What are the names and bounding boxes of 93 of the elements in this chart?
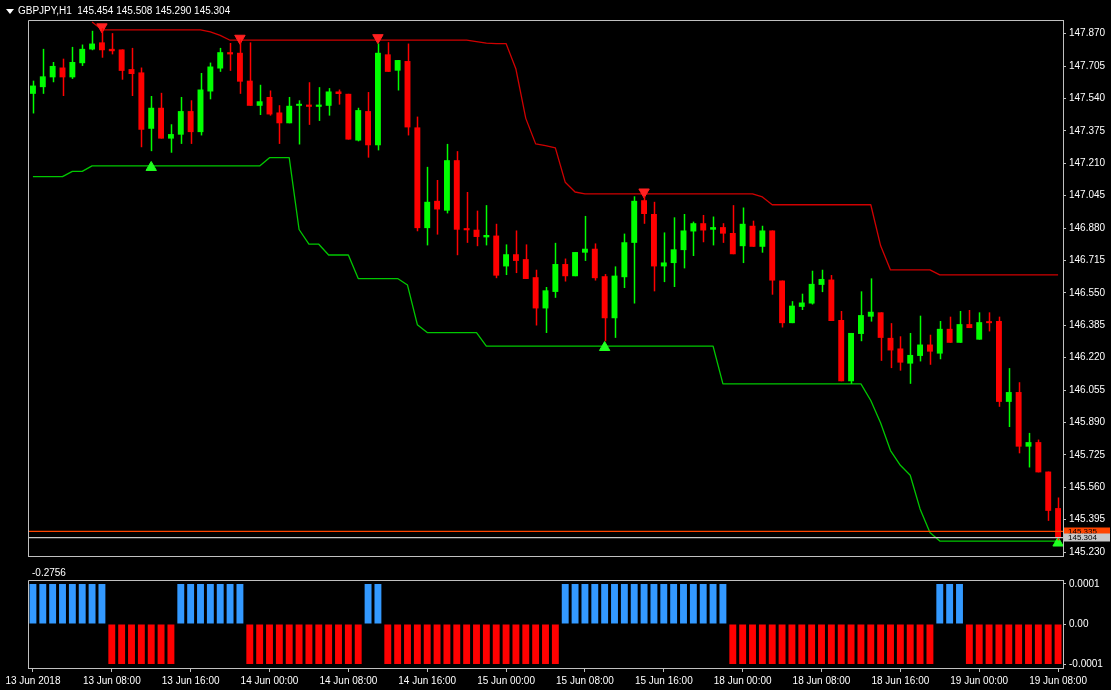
candlestick	[148, 95, 155, 152]
y-tick-label: 145.560	[1069, 481, 1106, 493]
candlestick	[897, 335, 904, 372]
x-tick-label: 18 Jun 00:00	[713, 674, 772, 686]
candlestick	[581, 215, 588, 262]
candlestick	[69, 46, 76, 80]
candlestick	[394, 59, 401, 92]
candlestick	[926, 333, 933, 366]
x-tick-label: 15 Jun 16:00	[634, 674, 694, 686]
candlestick	[808, 269, 815, 306]
candlestick	[857, 290, 864, 342]
x-tick-label: 19 Jun 08:00	[1029, 674, 1088, 686]
point	[638, 188, 650, 199]
candlestick	[641, 195, 648, 225]
candlestick	[1005, 367, 1012, 428]
ref-line-label: 145.335	[1068, 526, 1098, 536]
candlestick	[29, 79, 36, 115]
candlestick	[710, 215, 717, 247]
candlestick	[325, 87, 332, 117]
candlestick	[986, 311, 993, 333]
candlestick	[562, 257, 569, 283]
y-tick-label: 146.550	[1069, 286, 1106, 298]
candlestick	[759, 225, 766, 254]
candlestick	[690, 220, 697, 257]
chart-title: GBPJPY,H1 145.454 145.508 145.290 145.304	[18, 4, 231, 16]
candlestick	[187, 99, 194, 145]
y-tick-label: 146.220	[1069, 351, 1106, 363]
candlestick	[976, 311, 983, 341]
x-tick-label: 13 Jun 16:00	[161, 674, 220, 686]
candlestick	[719, 222, 726, 244]
point	[96, 23, 108, 34]
candlestick	[1025, 432, 1032, 469]
x-tick-label: 13 Jun 2018	[5, 674, 61, 686]
candlestick	[670, 216, 677, 288]
candlestick	[177, 96, 184, 145]
candlestick	[286, 96, 293, 125]
y-tick-label: 147.870	[1069, 27, 1106, 39]
point	[598, 340, 611, 351]
candlestick	[98, 27, 105, 59]
candlestick	[118, 48, 125, 81]
y-tick-label: 147.210	[1069, 157, 1106, 169]
candlestick	[729, 204, 736, 255]
y-tick-label: 145.890	[1069, 416, 1106, 428]
candlestick	[512, 229, 519, 274]
candlestick	[305, 81, 312, 126]
candlestick	[227, 42, 234, 72]
x-tick-label: 14 Jun 08:00	[319, 674, 378, 686]
y-tick-label: 0.00	[1069, 617, 1089, 629]
candlestick	[217, 47, 224, 73]
y-tick-label: 147.375	[1069, 124, 1106, 136]
x-tick-label: 18 Jun 16:00	[871, 674, 930, 686]
candlestick	[49, 61, 56, 83]
y-tick-label: 146.880	[1069, 221, 1106, 233]
y-tick-label: 145.395	[1069, 513, 1106, 525]
candlestick	[503, 243, 510, 276]
candlestick	[276, 104, 283, 145]
candlestick	[296, 99, 303, 146]
candlestick	[867, 277, 874, 323]
chart-title: -0.2756	[32, 566, 67, 578]
candlestick	[167, 123, 174, 154]
candlestick	[256, 84, 263, 116]
y-tick-label: 146.385	[1069, 319, 1106, 331]
candlestick	[739, 206, 746, 264]
candlestick	[434, 179, 441, 236]
x-tick-label: 15 Jun 00:00	[477, 674, 536, 686]
x-tick-label: 15 Jun 08:00	[556, 674, 615, 686]
candlestick	[463, 191, 470, 244]
candlestick	[39, 48, 46, 95]
y-tick-label: 145.725	[1069, 448, 1106, 460]
candlestick	[946, 315, 953, 344]
y-tick-label: 147.705	[1069, 59, 1106, 71]
x-tick-label: 18 Jun 08:00	[792, 674, 851, 686]
candlestick	[917, 314, 924, 363]
candlestick	[384, 41, 391, 73]
x-tick-label: 13 Jun 08:00	[82, 674, 142, 686]
candlestick	[700, 214, 707, 243]
y-tick-label: 146.715	[1069, 254, 1106, 266]
x-tick-label: 14 Jun 16:00	[398, 674, 457, 686]
candlestick	[79, 43, 86, 67]
y-tick-label: 147.540	[1069, 92, 1106, 104]
point	[234, 34, 246, 45]
y-tick-label: 0.0001	[1069, 577, 1101, 589]
candlestick	[660, 231, 667, 283]
x-tick-label: 19 Jun 00:00	[950, 674, 1009, 686]
y-tick-label: 145.230	[1069, 545, 1106, 557]
y-tick-label: 147.045	[1069, 189, 1106, 201]
y-tick-label: 146.055	[1069, 383, 1106, 395]
point	[372, 34, 384, 45]
y-tick-label: -0.0001	[1069, 657, 1104, 669]
x-tick-label: 14 Jun 00:00	[240, 674, 299, 686]
candlestick	[315, 86, 322, 122]
candlestick	[522, 243, 529, 280]
candlestick	[907, 332, 914, 385]
